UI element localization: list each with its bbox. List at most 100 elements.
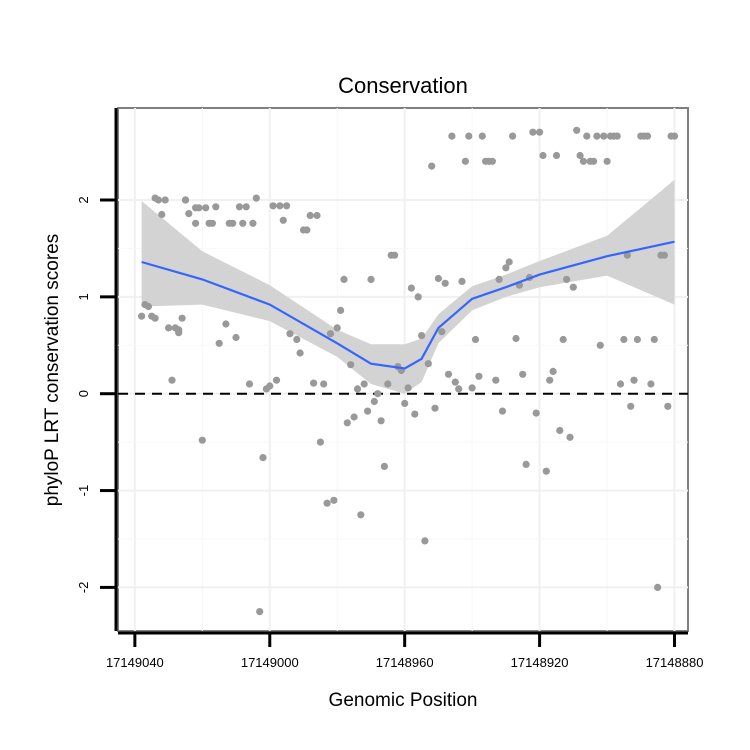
data-point [249,219,257,227]
data-point [272,376,281,384]
data-point [455,385,463,393]
y-tick-label: -1 [76,485,91,497]
data-point [492,376,500,384]
data-point [583,132,591,140]
data-point [404,384,412,392]
data-point [138,312,146,320]
data-point [647,380,655,388]
data-point [475,372,483,380]
data-point [195,204,203,212]
data-point [441,279,449,287]
data-point [208,219,216,227]
confidence-ribbon [141,179,675,394]
data-point [488,157,496,165]
data-point [536,128,544,136]
data-point [175,329,183,337]
data-point [293,335,301,344]
data-point [364,407,372,415]
data-point [303,226,311,234]
data-point [654,583,662,592]
y-tick-label: -2 [76,582,91,594]
data-point [313,211,321,220]
data-point [245,380,254,388]
chart-title: Conservation [338,73,468,98]
data-point [424,360,432,368]
data-point [347,361,355,369]
data-point [286,330,294,338]
data-point [283,202,291,210]
data-point [306,211,314,220]
data-point [266,382,274,390]
data-point [650,335,658,344]
data-point [478,132,486,140]
data-point [178,314,186,322]
data-point [471,335,480,344]
data-point [144,302,152,311]
data-point [418,332,426,340]
data-point [502,264,510,272]
data-point [229,219,237,227]
data-point [590,157,598,165]
x-tick-label: 17149000 [241,655,299,670]
data-point [593,132,601,140]
data-point [269,202,277,210]
data-point [616,380,625,388]
data-point [498,407,507,415]
data-point [566,433,574,441]
data-point [563,275,571,283]
data-point [546,376,554,384]
data-point [367,275,375,283]
data-point [181,196,190,204]
data-point [428,162,436,170]
data-point [232,333,240,342]
data-point [627,402,635,410]
data-point [360,380,368,388]
data-point [380,462,388,470]
data-point [670,132,679,140]
data-point [556,426,564,435]
x-tick-label: 17148880 [646,655,704,670]
x-tick-label: 17149040 [106,655,164,670]
data-point [451,378,459,386]
data-point [202,204,210,212]
data-point [539,151,547,160]
data-point [542,467,550,475]
data-point [370,397,378,406]
data-point [165,324,173,332]
data-point [350,413,358,421]
smooth-trend-line [141,240,675,370]
data-point [438,328,446,336]
points-layer [138,126,679,616]
data-point [448,132,456,140]
data-point [252,194,260,202]
data-point [407,284,415,292]
data-point [458,277,466,285]
data-point [495,275,503,283]
x-tick-label: 17148920 [511,655,569,670]
data-point [623,251,631,259]
data-point [468,384,476,392]
data-point [212,203,220,211]
data-point [279,216,287,224]
data-point [414,293,422,301]
data-point [337,306,345,314]
data-point [630,376,638,384]
data-point [522,460,530,468]
data-point [620,335,628,344]
data-point [569,283,577,291]
data-point [512,334,520,343]
data-point [508,132,517,140]
data-point [643,132,652,140]
data-point [326,330,335,338]
data-point [596,341,604,349]
data-point [276,202,284,210]
data-point [161,196,169,204]
y-axis: -2 -1 0 1 2 [76,108,118,631]
data-point [434,274,442,283]
data-point [603,157,611,165]
data-point [633,335,642,344]
data-point [444,370,453,378]
data-point [613,132,621,140]
data-point [320,380,328,388]
data-point [505,258,513,266]
